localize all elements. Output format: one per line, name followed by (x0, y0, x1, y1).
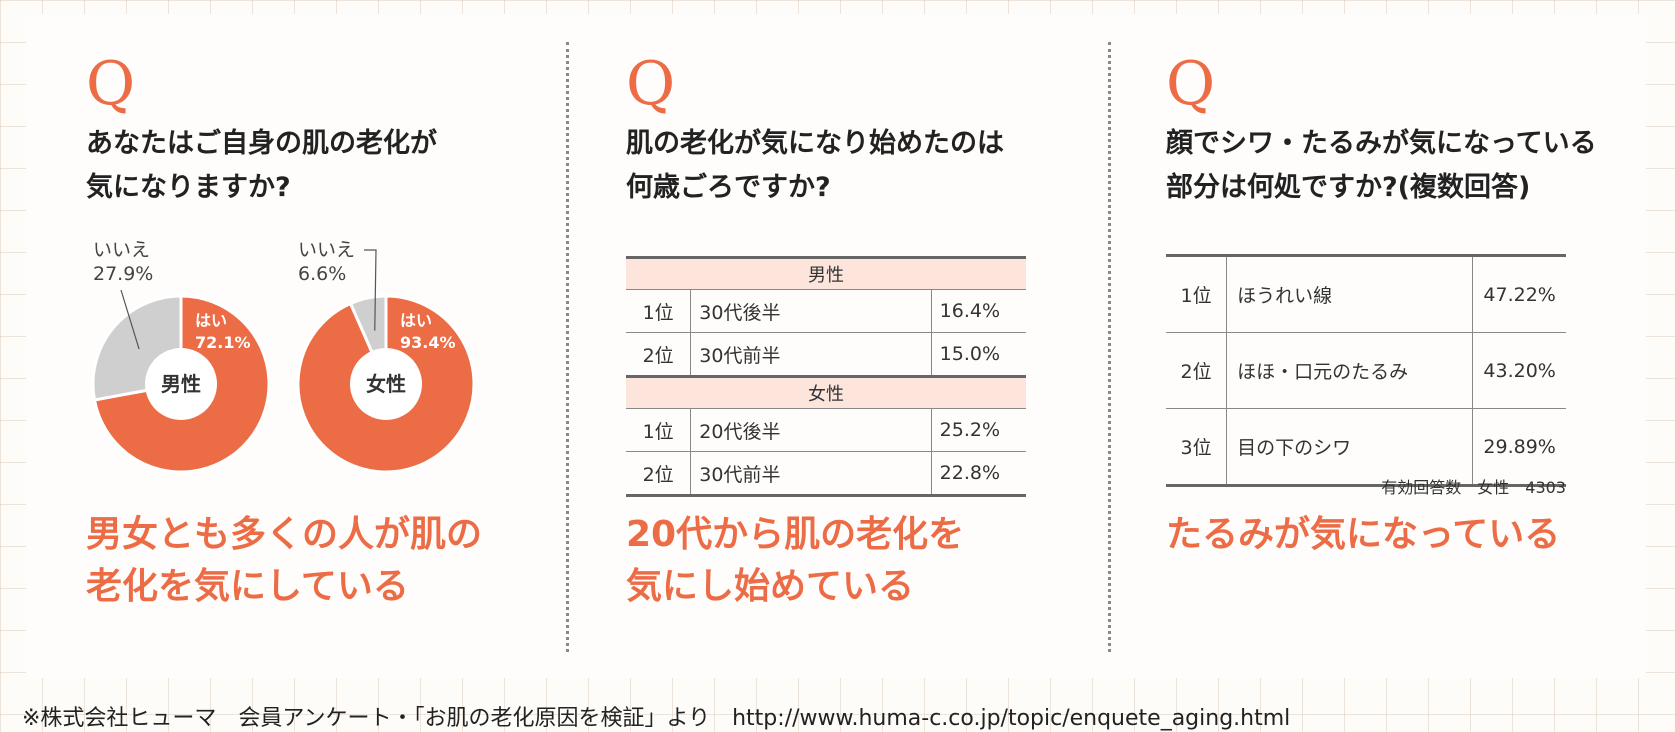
q-mark: Q (1166, 49, 1216, 119)
rank-cell: 1位 (626, 408, 692, 452)
pie-center-label: 女性 (366, 372, 406, 396)
q-mark: Q (626, 49, 676, 119)
pie-charts: 男性 はい 72.1% いいえ 27.9% 女性 はい 93.4% いいえ 6.6% (86, 234, 556, 484)
slice-value-label: 72.1% (195, 333, 251, 352)
slice-label: いいえ (298, 239, 355, 261)
rank-cell: 1位 (626, 289, 692, 333)
table-row: 3位 目の下のシワ 29.89% (1166, 408, 1566, 486)
percent-cell: 47.22% (1472, 255, 1566, 333)
leader-line (364, 249, 377, 331)
onset-age-table: 男性 1位 30代後半 16.4% 2位 30代前半 15.0% 女性 1位 2… (626, 256, 1026, 497)
infographic-card: Q あなたはご自身の肌の老化が 気になりますか? 男性 はい 72.1% いいえ 27.… (26, 14, 1646, 678)
panel-aging-concern: Q あなたはご自身の肌の老化が 気になりますか? 男性 はい 72.1% いいえ 27.… (86, 54, 556, 654)
leader-line (120, 289, 140, 350)
conclusion-text: たるみが気になっている (1166, 514, 1561, 555)
column-divider (1108, 42, 1111, 652)
age-cell: 30代後半 (690, 289, 932, 333)
rank-cell: 2位 (1166, 332, 1228, 409)
pie-center-hole (145, 348, 217, 420)
pie-center-hole (350, 348, 422, 420)
rank-cell: 2位 (626, 451, 692, 496)
conclusion-text: 20代から肌の老化を 気にし始めている (626, 514, 965, 607)
slice-value-label: 27.9% (93, 263, 153, 285)
percent-cell: 16.4% (931, 289, 1026, 333)
area-cell: 目の下のシワ (1226, 408, 1474, 486)
percent-cell: 43.20% (1472, 332, 1566, 409)
table-row: 2位 ほほ・口元のたるみ 43.20% (1166, 332, 1566, 409)
age-cell: 20代後半 (690, 408, 932, 452)
conclusion-text: 男女とも多くの人が肌の 老化を気にしている (86, 514, 483, 607)
source-citation: ※株式会社ヒューマ 会員アンケート・「お肌の老化原因を検証」より http://… (22, 706, 1291, 731)
table-row: 1位 20代後半 25.2% (626, 408, 1026, 452)
concern-area-table: 1位 ほうれい線 47.22% 2位 ほほ・口元のたるみ 43.20% 3位 目… (1166, 254, 1566, 487)
table-row: 2位 30代前半 22.8% (626, 451, 1026, 496)
slice-value-label: 93.4% (400, 333, 456, 352)
table-row: 2位 30代前半 15.0% (626, 332, 1026, 377)
panel-concern-areas: Q 顔でシワ・たるみが気になっている 部分は何処ですか?(複数回答) 1位 ほう… (1166, 54, 1636, 654)
age-cell: 30代前半 (690, 451, 932, 496)
area-cell: ほうれい線 (1226, 255, 1474, 333)
table-section-header: 男性 (626, 257, 1026, 290)
section-label: 女性 (626, 375, 1026, 409)
area-cell: ほほ・口元のたるみ (1226, 332, 1474, 409)
column-divider (566, 42, 569, 652)
slice-value-label: 6.6% (298, 263, 346, 285)
pie-center-label: 男性 (161, 372, 201, 396)
percent-cell: 29.89% (1472, 408, 1566, 486)
percent-cell: 22.8% (931, 451, 1026, 496)
slice-label: はい (195, 311, 227, 330)
table-row: 1位 ほうれい線 47.22% (1166, 255, 1566, 333)
table-row: 1位 30代後半 16.4% (626, 289, 1026, 333)
rank-cell: 2位 (626, 332, 692, 377)
respondent-count-note: 有効回答数 女性 4303 (1381, 478, 1566, 497)
question-title: 顔でシワ・たるみが気になっている 部分は何処ですか?(複数回答) (1166, 128, 1597, 203)
percent-cell: 15.0% (931, 332, 1026, 377)
slice-label: いいえ (93, 239, 150, 261)
panel-aging-onset: Q 肌の老化が気になり始めたのは 何歳ごろですか? 男性 1位 30代後半 16… (626, 54, 1096, 654)
question-title: 肌の老化が気になり始めたのは 何歳ごろですか? (626, 128, 1004, 203)
rank-cell: 3位 (1166, 408, 1228, 486)
rank-cell: 1位 (1166, 255, 1228, 333)
age-cell: 30代前半 (690, 332, 932, 377)
table-section-header: 女性 (626, 375, 1026, 409)
q-mark: Q (86, 49, 136, 119)
question-title: あなたはご自身の肌の老化が 気になりますか? (86, 128, 437, 203)
percent-cell: 25.2% (931, 408, 1026, 452)
section-label: 男性 (626, 257, 1026, 290)
slice-label: はい (400, 311, 432, 330)
